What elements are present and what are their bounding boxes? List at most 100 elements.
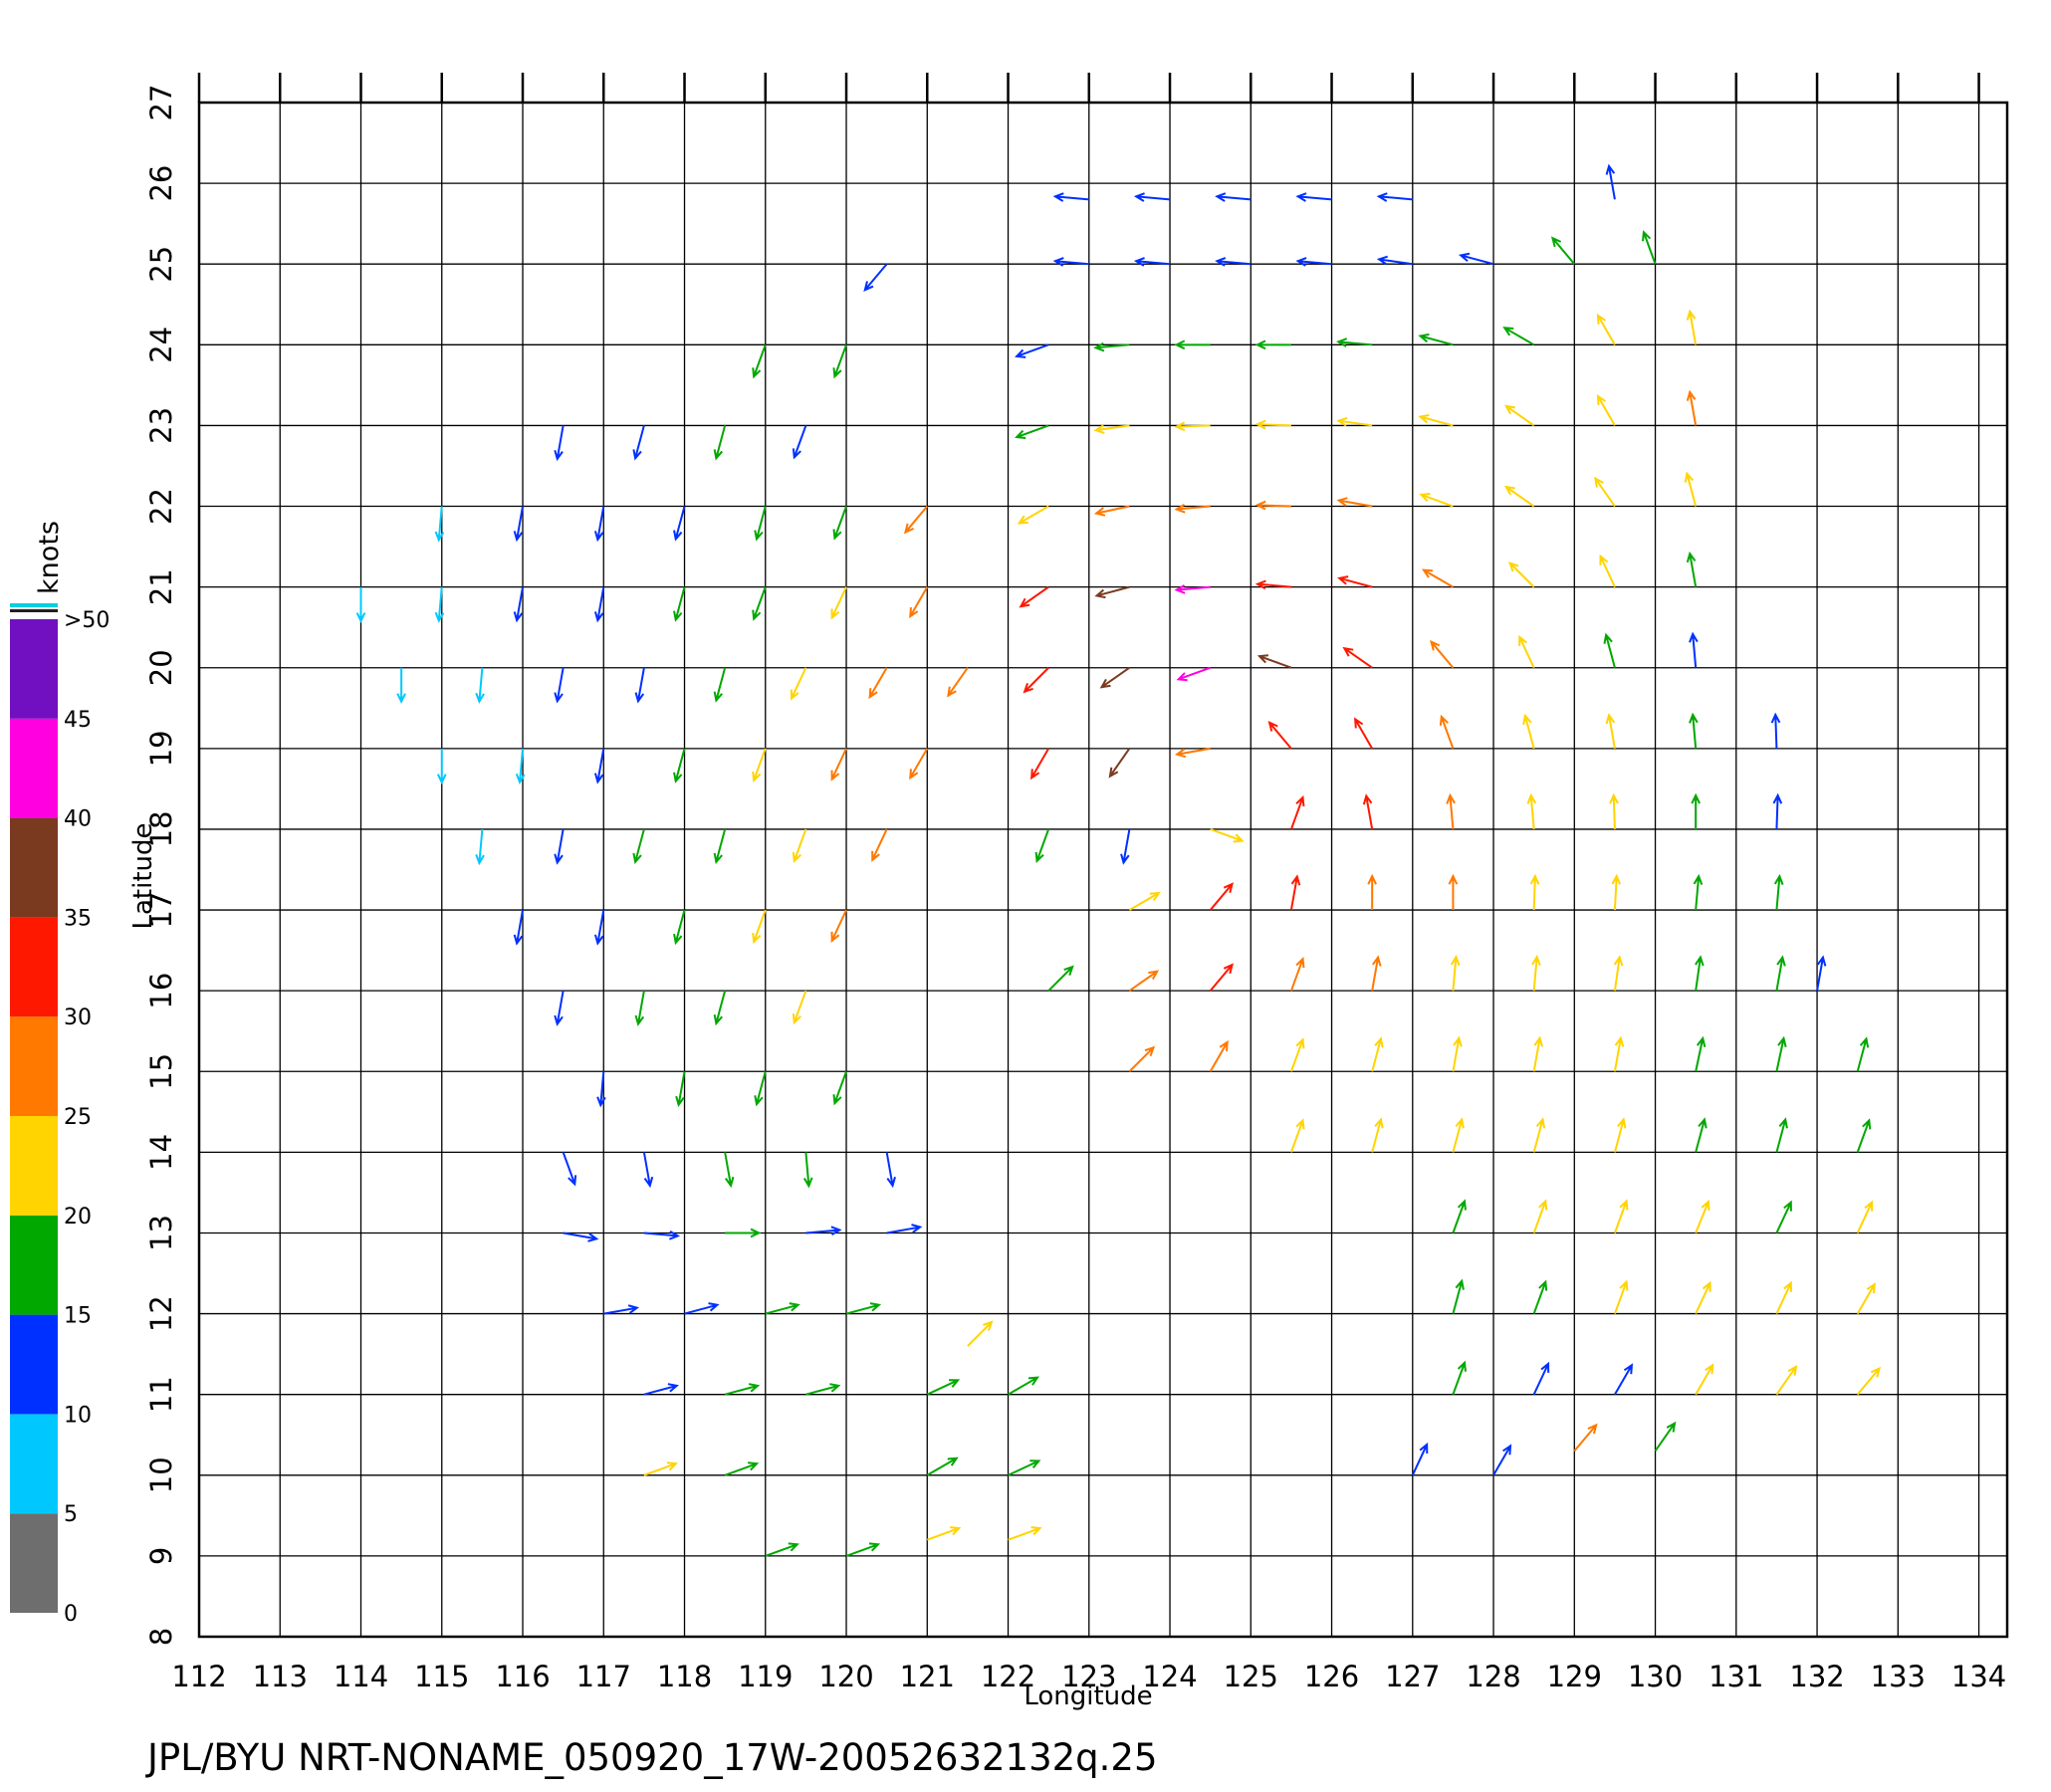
wind-vector [1295, 257, 1332, 267]
wind-vector [1775, 1280, 1792, 1315]
x-tick-label: 122 [981, 1660, 1035, 1693]
wind-vector [909, 748, 929, 781]
colorbar-tick-label: 35 [64, 906, 92, 931]
wind-vector [1336, 497, 1373, 508]
wind-vector [596, 1071, 606, 1108]
wind-vector [832, 343, 847, 379]
wind-vector [792, 990, 807, 1025]
wind-vector [1594, 476, 1616, 508]
wind-vector [1773, 873, 1784, 911]
wind-vector [754, 506, 767, 542]
wind-vector [713, 425, 727, 461]
wind-vector [1693, 873, 1704, 911]
wind-vector [1254, 579, 1291, 590]
wind-vector [1210, 828, 1245, 843]
y-tick-label: 15 [144, 1053, 178, 1090]
wind-vector [1654, 1421, 1677, 1453]
wind-vector [1093, 505, 1130, 517]
wind-vector [603, 1304, 640, 1315]
wind-vector [1295, 192, 1332, 202]
wind-vector [1531, 954, 1541, 992]
wind-vector [830, 748, 847, 782]
wind-vector [752, 586, 767, 621]
y-tick-label: 19 [144, 730, 178, 767]
wind-vector [673, 506, 686, 542]
wind-vector [1573, 1423, 1598, 1453]
wind-vector [713, 990, 727, 1026]
wind-vector [1550, 236, 1576, 265]
wind-vector [1128, 1045, 1156, 1072]
y-tick-label: 23 [144, 407, 178, 444]
wind-vector [1856, 1200, 1874, 1233]
wind-vector [634, 667, 645, 704]
y-tick-label: 10 [144, 1456, 178, 1493]
wind-vector [1502, 327, 1535, 346]
colorbar-tick-label: >50 [64, 608, 110, 633]
x-tick-label: 116 [495, 1660, 550, 1693]
wind-vector [1613, 1199, 1629, 1233]
wind-vector [752, 343, 767, 379]
wind-vector [1376, 192, 1413, 202]
wind-vector [513, 506, 524, 543]
wind-vector [1289, 1037, 1305, 1072]
wind-vector [1418, 413, 1454, 427]
wind-vector [1691, 792, 1701, 829]
wind-vector [1695, 955, 1705, 992]
wind-vector [1376, 255, 1413, 266]
wind-vector [1613, 1117, 1627, 1153]
wind-vector [1418, 333, 1454, 346]
wind-vector [805, 1226, 842, 1235]
wind-vector [1215, 257, 1252, 267]
colorbar-stripe [10, 603, 58, 607]
wind-vector [868, 667, 888, 700]
wind-vector [1174, 584, 1211, 594]
wind-vector [475, 828, 485, 866]
colorbar-tick-label: 25 [64, 1105, 92, 1130]
colorbar-tick-label: 30 [64, 1006, 92, 1030]
x-axis-label: Longitude [1024, 1681, 1152, 1711]
wind-vector [1256, 654, 1292, 669]
wind-vector [1354, 717, 1374, 750]
wind-vector [1047, 965, 1074, 992]
wind-vector [642, 1152, 654, 1189]
wind-vector [1133, 192, 1171, 202]
wind-vector [1120, 828, 1131, 865]
wind-vector [563, 1232, 599, 1242]
wind-vector [1599, 554, 1616, 588]
colorbar-band [10, 718, 58, 818]
wind-vector [1695, 1363, 1714, 1396]
wind-vector [1772, 792, 1783, 829]
x-tick-label: 120 [818, 1660, 873, 1693]
wind-vector [926, 1526, 962, 1541]
wind-vector [947, 667, 969, 698]
wind-vector [1775, 1364, 1798, 1396]
wind-vector [1411, 1442, 1429, 1476]
wind-vector [885, 1152, 896, 1189]
wind-vector [554, 828, 565, 865]
wind-vector [1023, 667, 1049, 694]
wind-vector [1017, 505, 1049, 525]
wind-vector [434, 586, 445, 623]
wind-vector [1614, 1363, 1634, 1396]
wind-vector [1093, 424, 1130, 434]
wind-vector [562, 1152, 577, 1187]
wind-vector [513, 586, 524, 623]
wind-vector [396, 667, 406, 705]
wind-vector [1532, 1035, 1543, 1072]
x-tick-label: 124 [1142, 1660, 1197, 1693]
colorbar-tick-label: 0 [64, 1602, 78, 1627]
x-tick-label: 133 [1871, 1660, 1926, 1693]
wind-vector [1452, 1035, 1463, 1072]
x-tick-label: 126 [1304, 1660, 1359, 1693]
colorbar-tick-label: 5 [64, 1502, 78, 1527]
wind-vector [1452, 1117, 1465, 1153]
wind-vector [434, 506, 445, 543]
wind-vector [1371, 1036, 1384, 1072]
wind-vector [1613, 1035, 1625, 1072]
wind-vector [713, 828, 727, 865]
x-tick-label: 114 [334, 1660, 388, 1693]
colorbar-band [10, 1314, 58, 1415]
wind-vector [724, 1461, 760, 1476]
wind-vector [1689, 631, 1699, 668]
x-tick-label: 112 [171, 1660, 226, 1693]
